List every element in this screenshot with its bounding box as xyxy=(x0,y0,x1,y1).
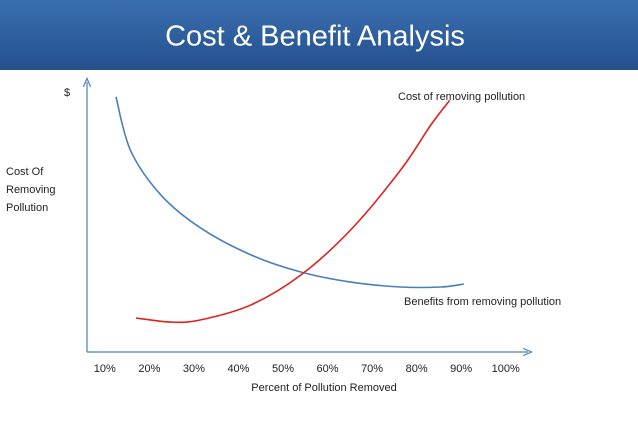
x-tick-label: 60% xyxy=(317,363,339,375)
x-tick-label: 20% xyxy=(138,363,160,375)
x-tick-label: 10% xyxy=(94,363,116,375)
y-axis-label: Cost Of xyxy=(6,166,44,178)
x-tick-label: 70% xyxy=(361,363,383,375)
x-tick-label: 100% xyxy=(492,363,520,375)
x-axis-label: Percent of Pollution Removed xyxy=(251,382,397,394)
series-label: Benefits from removing pollution xyxy=(404,296,561,308)
x-tick-label: 90% xyxy=(450,363,472,375)
y-axis-symbol: $ xyxy=(64,87,70,99)
x-tick-label: 80% xyxy=(406,363,428,375)
line-series xyxy=(115,96,464,289)
x-tick-label: 40% xyxy=(227,363,249,375)
chart-title: Cost & Benefit Analysis xyxy=(165,21,465,53)
series-label: Cost of removing pollution xyxy=(398,91,525,103)
title-banner xyxy=(0,0,638,70)
line-series xyxy=(135,99,451,324)
y-axis-label: Pollution xyxy=(6,202,48,214)
x-tick-label: 50% xyxy=(272,363,294,375)
x-tick-label: 30% xyxy=(183,363,205,375)
y-axis-label: Removing xyxy=(6,184,56,196)
